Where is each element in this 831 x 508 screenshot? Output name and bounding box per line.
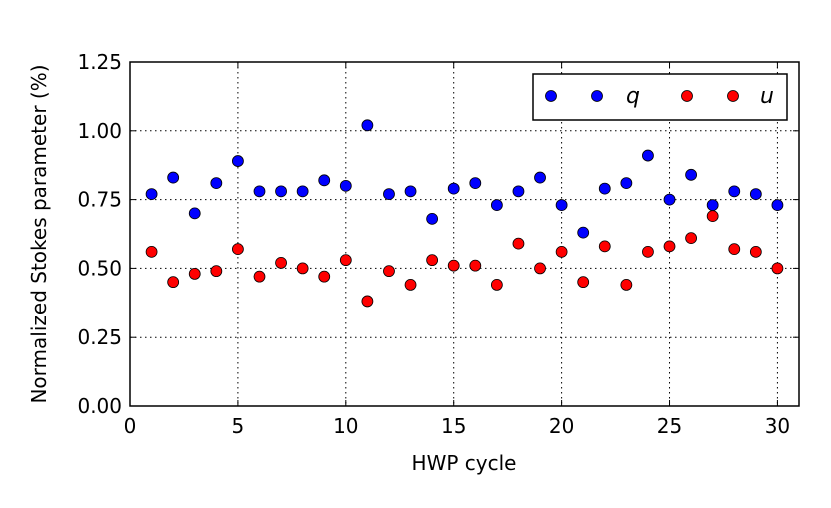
data-point-u bbox=[685, 232, 697, 245]
data-point-q bbox=[404, 185, 417, 198]
legend: q u bbox=[532, 73, 788, 121]
data-point-u bbox=[232, 243, 244, 256]
data-point-u bbox=[447, 259, 460, 272]
data-point-q bbox=[749, 188, 762, 200]
y-tick-label: 1.25 bbox=[77, 50, 122, 74]
data-point-u bbox=[490, 279, 503, 291]
x-tick-label: 5 bbox=[232, 414, 245, 438]
data-point-q bbox=[167, 171, 180, 184]
legend-q-label: q bbox=[626, 84, 640, 109]
data-point-q bbox=[188, 207, 201, 220]
data-point-u bbox=[469, 259, 482, 272]
data-point-u bbox=[318, 270, 331, 283]
data-point-q bbox=[145, 188, 158, 200]
axis-ticks: 0 5 10 15 20 25 30 0.00 0.25 0.50 0.75 1.00 1.25 bbox=[77, 50, 799, 438]
data-series bbox=[145, 119, 784, 308]
data-point-u bbox=[210, 265, 223, 278]
data-point-q bbox=[534, 171, 546, 184]
data-point-u bbox=[339, 254, 352, 267]
y-axis-label: Normalized Stokes parameter (%) bbox=[27, 64, 51, 403]
data-point-q bbox=[447, 182, 460, 195]
x-axis-label: HWP cycle bbox=[412, 451, 517, 475]
data-point-q bbox=[555, 199, 568, 212]
x-tick-label: 30 bbox=[765, 414, 790, 438]
data-point-u bbox=[749, 245, 762, 258]
data-point-u bbox=[383, 265, 395, 278]
data-point-u bbox=[404, 279, 417, 291]
data-point-u bbox=[426, 254, 439, 267]
data-point-q bbox=[771, 199, 784, 212]
grid bbox=[130, 62, 799, 406]
y-tick-label: 0.00 bbox=[77, 394, 122, 418]
data-point-u bbox=[188, 268, 201, 280]
data-point-u bbox=[512, 237, 525, 250]
data-point-u bbox=[663, 240, 676, 253]
data-point-q bbox=[685, 168, 697, 181]
data-point-q bbox=[642, 149, 654, 162]
data-point-u bbox=[706, 210, 719, 223]
x-tick-label: 10 bbox=[333, 414, 358, 438]
data-point-u bbox=[598, 240, 611, 253]
data-point-q bbox=[598, 182, 611, 195]
data-point-q bbox=[577, 226, 590, 239]
data-point-u bbox=[361, 295, 374, 308]
x-tick-label: 25 bbox=[657, 414, 682, 438]
data-point-q bbox=[318, 174, 331, 187]
data-point-u bbox=[728, 243, 741, 256]
data-point-u bbox=[296, 262, 309, 275]
x-tick-label: 20 bbox=[549, 414, 574, 438]
data-point-q bbox=[706, 199, 719, 212]
data-point-q bbox=[339, 179, 352, 192]
legend-q-marker-2 bbox=[591, 90, 603, 102]
data-point-q bbox=[512, 185, 525, 198]
x-tick-label: 15 bbox=[441, 414, 466, 438]
data-point-q bbox=[490, 199, 503, 212]
legend-u-label: u bbox=[760, 84, 774, 109]
data-point-u bbox=[275, 256, 287, 269]
y-tick-label: 0.75 bbox=[77, 188, 122, 212]
data-point-q bbox=[296, 185, 309, 198]
data-point-q bbox=[383, 188, 395, 200]
legend-u-marker-1 bbox=[681, 90, 693, 102]
data-point-u bbox=[771, 262, 784, 275]
data-point-u bbox=[555, 245, 568, 258]
data-point-u bbox=[534, 262, 546, 275]
data-point-u bbox=[577, 276, 590, 289]
x-tick-label: 0 bbox=[124, 414, 137, 438]
data-point-q bbox=[253, 185, 266, 198]
y-tick-label: 0.25 bbox=[77, 325, 122, 349]
legend-box bbox=[532, 73, 788, 121]
data-point-q bbox=[469, 177, 482, 189]
data-point-u bbox=[253, 270, 266, 283]
legend-q-marker-1 bbox=[545, 90, 557, 102]
data-point-q bbox=[663, 193, 676, 206]
data-point-q bbox=[426, 212, 439, 225]
data-point-q bbox=[275, 185, 287, 198]
y-tick-label: 0.50 bbox=[77, 256, 122, 280]
y-tick-label: 1.00 bbox=[77, 119, 122, 143]
data-point-q bbox=[210, 177, 223, 189]
data-point-q bbox=[620, 177, 633, 189]
data-point-u bbox=[167, 276, 180, 289]
data-point-u bbox=[642, 245, 654, 258]
legend-u-marker-2 bbox=[727, 90, 739, 102]
data-point-q bbox=[361, 119, 374, 132]
data-point-q bbox=[728, 185, 741, 198]
data-point-u bbox=[145, 245, 158, 258]
data-point-q bbox=[232, 155, 244, 167]
data-point-u bbox=[620, 279, 633, 291]
plot-frame bbox=[129, 61, 800, 407]
